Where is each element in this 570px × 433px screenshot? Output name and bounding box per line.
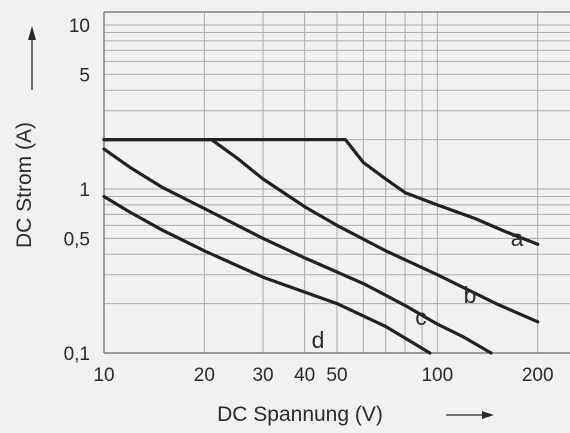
series-group: a b c d	[102, 138, 540, 355]
y-axis-arrow-head	[28, 26, 36, 40]
x-tick-label: 10	[93, 365, 114, 386]
x-axis-label: DC Spannung (V)	[217, 403, 383, 426]
x-tick-labels: 10 20 30 40 50 100 200	[93, 365, 553, 386]
y-tick-label: 1	[79, 180, 90, 201]
x-axis-arrow-head	[482, 411, 494, 419]
x-tick-label: 50	[326, 365, 347, 386]
x-tick-label: 100	[421, 365, 453, 386]
series-line-c	[102, 147, 493, 355]
series-label-a: a	[511, 225, 524, 251]
y-tick-label: 5	[79, 65, 90, 86]
series-line-d	[102, 194, 432, 355]
y-tick-labels: 0,1 0,5 1 5 10	[64, 16, 90, 365]
x-tick-label: 30	[252, 365, 273, 386]
grid	[103, 11, 570, 354]
series-label-d: d	[312, 327, 325, 353]
x-tick-label: 40	[294, 365, 315, 386]
x-tick-label: 200	[522, 365, 554, 386]
series-line-a	[102, 138, 540, 246]
y-axis-label: DC Strom (A)	[13, 122, 36, 248]
y-tick-label: 0,1	[64, 344, 90, 365]
series-label-b: b	[464, 282, 477, 308]
y-tick-label: 0,5	[64, 229, 90, 250]
series-line-b	[102, 138, 540, 324]
series-label-c: c	[415, 304, 427, 330]
x-tick-label: 20	[194, 365, 215, 386]
y-tick-label: 10	[69, 16, 90, 37]
axis-labels: DC Spannung (V) DC Strom (A)	[13, 26, 494, 426]
